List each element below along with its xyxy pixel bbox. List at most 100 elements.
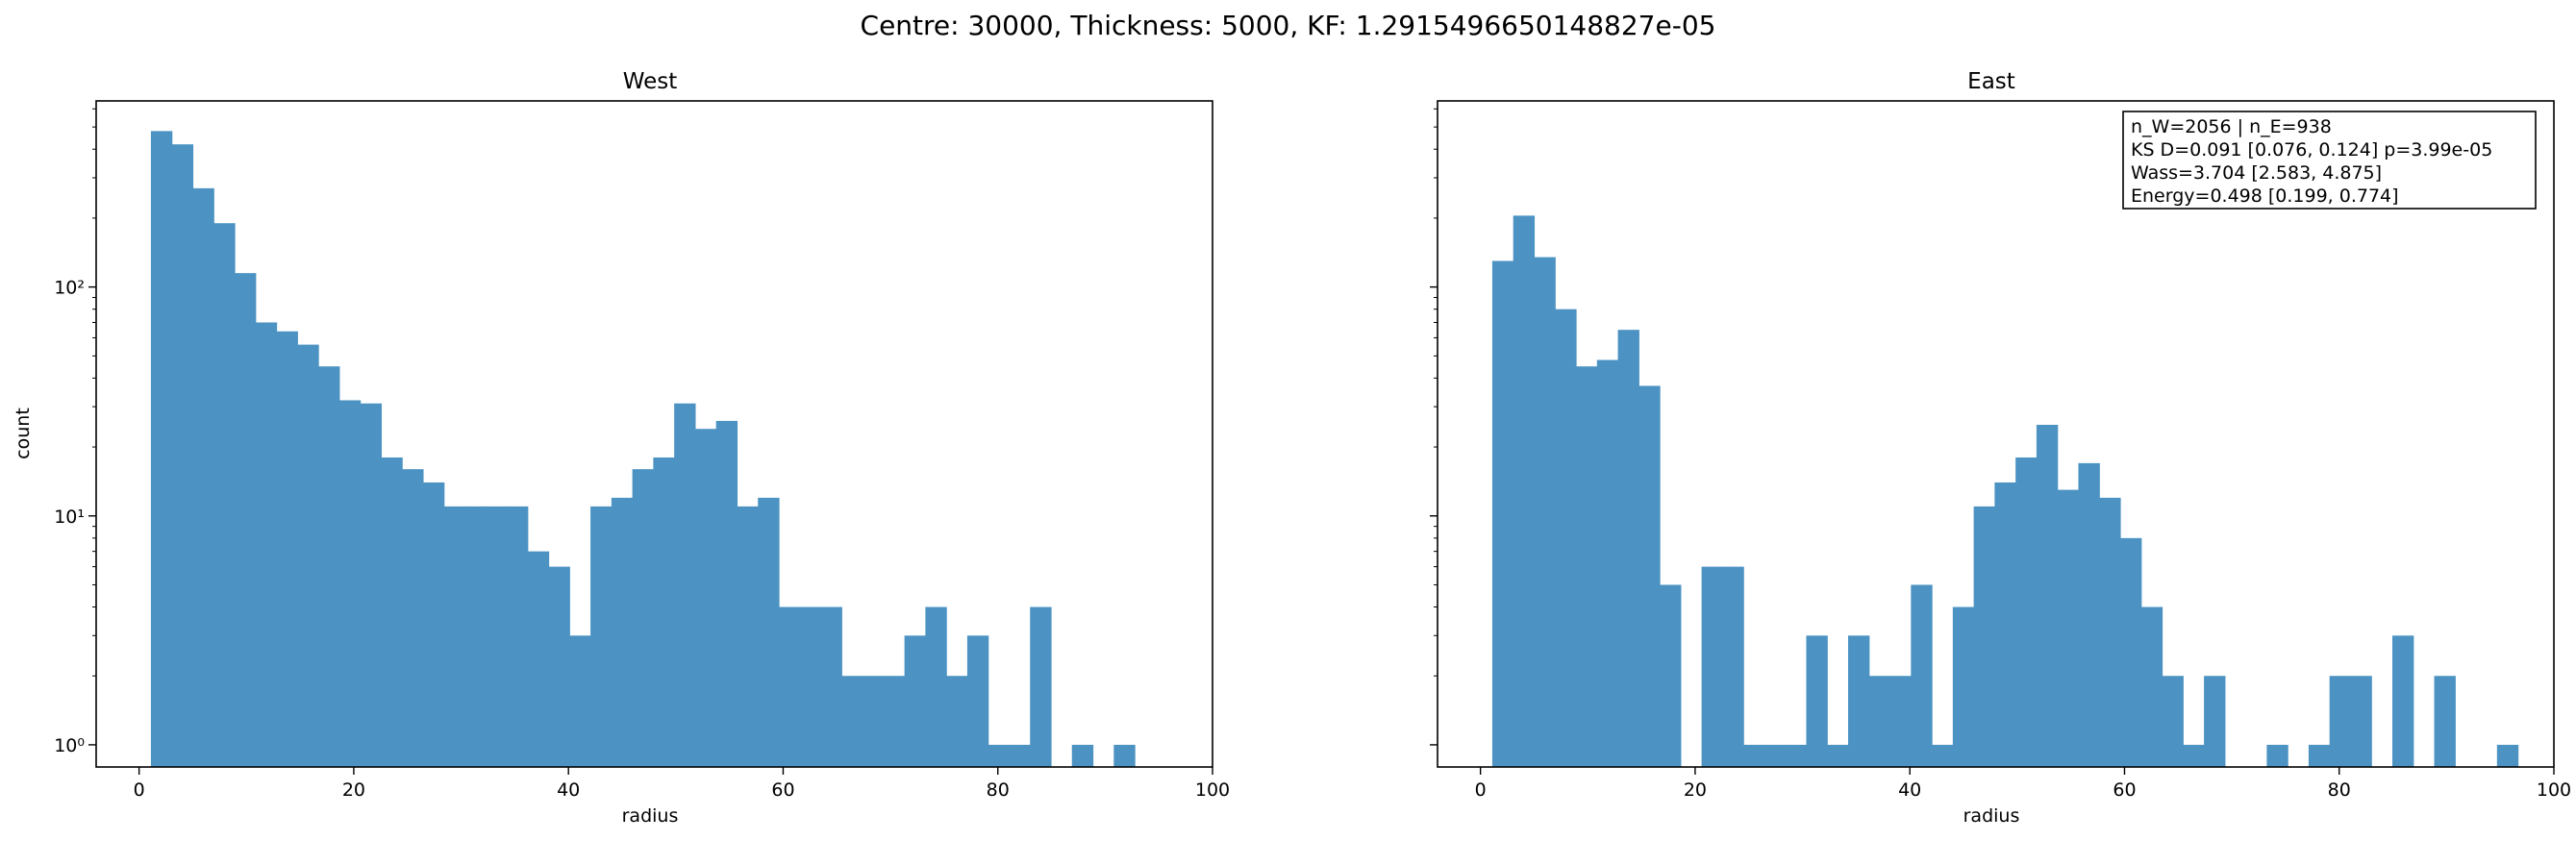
- histogram-bar: [1932, 744, 1954, 767]
- histogram-bar: [402, 469, 424, 767]
- histogram-bar: [2099, 497, 2121, 767]
- histogram-bar: [694, 429, 717, 767]
- histogram-bar: [2140, 606, 2163, 767]
- histogram-bar: [758, 497, 780, 767]
- histogram-bar: [946, 676, 968, 767]
- histogram-bar: [925, 606, 947, 767]
- histogram-bar: [863, 676, 885, 767]
- east-y-ticks: [1430, 108, 1438, 746]
- west-panel: West 0 20 40 60 80 100 10⁰ 10¹ 10² radius count: [13, 69, 1230, 827]
- histogram-bar: [2434, 676, 2456, 767]
- histogram-bar: [1994, 482, 2016, 767]
- histogram-bar: [192, 187, 214, 767]
- histogram-bar: [737, 506, 759, 767]
- histogram-bar: [1071, 744, 1094, 767]
- histogram-bar: [2057, 489, 2080, 767]
- histogram-bar: [632, 469, 654, 767]
- histogram-bar: [883, 676, 906, 767]
- histogram-bar: [2015, 457, 2038, 767]
- histogram-bar: [1576, 366, 1598, 767]
- histogram-bar: [318, 366, 340, 767]
- histogram-bar: [1827, 744, 1849, 767]
- histogram-bar: [1555, 309, 1577, 767]
- histogram-bar: [527, 551, 550, 767]
- histogram-bar: [338, 400, 362, 767]
- histogram-bar: [2078, 462, 2100, 767]
- histogram-bar: [2329, 676, 2352, 767]
- histogram-bar: [988, 744, 1011, 767]
- histogram-bar: [841, 676, 863, 767]
- annotation-line-1: n_W=2056 | n_E=938: [2131, 116, 2332, 137]
- histogram-bar: [590, 506, 613, 767]
- histogram-bar: [904, 635, 926, 767]
- histogram-bar: [799, 606, 822, 767]
- west-x-axis-label: radius: [622, 805, 679, 827]
- histogram-bar: [2162, 676, 2184, 767]
- histogram-bar: [2391, 635, 2414, 767]
- histogram-bar: [381, 457, 403, 767]
- histogram-bar: [1848, 635, 1870, 767]
- histogram-bar: [1785, 744, 1808, 767]
- x-tick-label: 0: [1475, 779, 1487, 801]
- west-y-ticks: 10⁰ 10¹ 10²: [54, 108, 96, 756]
- west-axes-frame: [95, 100, 1213, 768]
- histogram-bar: [1113, 744, 1136, 767]
- histogram-bar: [1911, 584, 1933, 767]
- histogram-bar: [2183, 744, 2205, 767]
- histogram-bar: [150, 131, 173, 768]
- histogram-bar: [213, 223, 236, 767]
- histogram-bar: [653, 457, 675, 767]
- histogram-bar: [1030, 606, 1052, 767]
- x-tick-label: 100: [1195, 779, 1230, 801]
- stats-annotation-box: n_W=2056 | n_E=938 KS D=0.091 [0.076, 0.…: [2122, 111, 2537, 210]
- histogram-bar: [1660, 584, 1682, 767]
- histogram-bar: [2036, 424, 2059, 767]
- annotation-line-2: KS D=0.091 [0.076, 0.124] p=3.99e-05: [2131, 139, 2492, 161]
- y-tick-label: 10²: [54, 278, 85, 299]
- y-tick-label: 10¹: [54, 507, 85, 528]
- histogram-bar: [1722, 566, 1744, 767]
- histogram-bar: [1743, 744, 1765, 767]
- annotation-line-3: Wass=3.704 [2.583, 4.875]: [2131, 162, 2382, 184]
- histogram-bar: [2204, 676, 2226, 767]
- histogram-bar: [548, 566, 570, 767]
- east-axes-frame: [1437, 100, 2555, 768]
- histogram-bar: [569, 635, 591, 767]
- east-title: East: [1967, 69, 2015, 94]
- histogram-bar: [171, 144, 194, 768]
- west-histogram-bars: [150, 131, 1136, 768]
- histogram-bar: [486, 506, 508, 767]
- x-tick-label: 40: [1898, 779, 1921, 801]
- x-tick-label: 20: [342, 779, 365, 801]
- x-tick-label: 80: [987, 779, 1010, 801]
- histogram-bar: [2308, 744, 2331, 767]
- histogram-bar: [2350, 676, 2372, 767]
- histogram-bar: [1009, 744, 1031, 767]
- x-tick-label: 60: [771, 779, 794, 801]
- histogram-bar: [1973, 506, 1995, 767]
- histogram-bar: [1596, 359, 1619, 767]
- histogram-bar: [611, 497, 634, 767]
- histogram-bar: [2266, 744, 2288, 767]
- histogram-bar: [443, 506, 466, 767]
- histogram-bar: [235, 273, 257, 767]
- histogram-bar: [1806, 635, 1828, 767]
- annotation-frame: [2122, 111, 2537, 210]
- histogram-bar: [1952, 606, 1975, 767]
- east-histogram-bars: [1491, 215, 2519, 768]
- histogram-bar: [1534, 257, 1556, 767]
- histogram-bar: [1491, 260, 1514, 768]
- x-tick-label: 40: [557, 779, 580, 801]
- annotation-line-4: Energy=0.498 [0.199, 0.774]: [2131, 186, 2399, 207]
- histogram-bar: [1763, 744, 1787, 767]
- histogram-bar: [297, 344, 319, 767]
- x-tick-label: 0: [134, 779, 145, 801]
- x-tick-label: 100: [2537, 779, 2571, 801]
- histogram-bar: [507, 506, 529, 767]
- east-x-axis-label: radius: [1963, 805, 2020, 827]
- histogram-bar: [464, 506, 487, 767]
- east-x-ticks: 0 20 40 60 80 100: [1475, 767, 2571, 801]
- histogram-bar: [1868, 676, 1891, 767]
- histogram-bar: [966, 635, 989, 767]
